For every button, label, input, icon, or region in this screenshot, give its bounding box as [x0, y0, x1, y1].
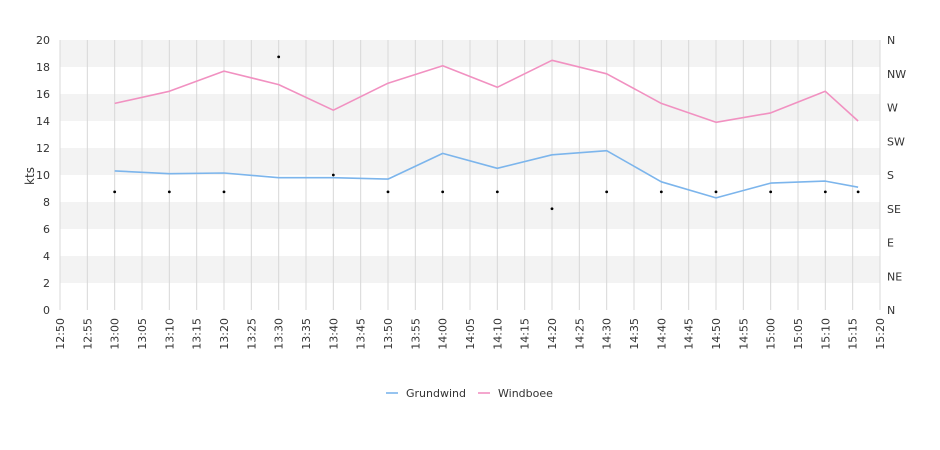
x-tick-label: 15:10	[819, 318, 832, 350]
direction-point	[550, 207, 554, 211]
direction-point	[113, 190, 117, 194]
x-tick-label: 14:05	[464, 318, 477, 350]
x-axis: 12:50 12:55 13:00 13:05 13:10 13:15 13:20 13:25…	[54, 318, 887, 350]
y-tick-label: 8	[43, 196, 50, 209]
direction-tick-label: NE	[887, 270, 902, 283]
direction-point	[277, 55, 281, 59]
x-tick-label: 14:40	[655, 318, 668, 350]
x-tick-label: 14:20	[546, 318, 559, 350]
direction-tick-label: SE	[887, 203, 901, 216]
x-tick-label: 13:50	[382, 318, 395, 350]
direction-point	[769, 190, 773, 194]
x-tick-label: 14:30	[601, 318, 614, 350]
direction-point	[605, 190, 609, 194]
y-tick-label: 10	[36, 169, 50, 182]
legend-label: Grundwind	[406, 387, 466, 400]
y-tick-label: 14	[36, 115, 50, 128]
direction-tick-label: N	[887, 304, 895, 317]
direction-tick-label: W	[887, 102, 898, 115]
direction-point	[386, 190, 390, 194]
y-tick-label: 18	[36, 61, 50, 74]
direction-point	[441, 190, 445, 194]
direction-point	[222, 190, 226, 194]
x-tick-label: 14:25	[573, 318, 586, 350]
x-tick-label: 13:15	[191, 318, 204, 350]
direction-tick-label: E	[887, 237, 894, 250]
y-tick-label: 6	[43, 223, 50, 236]
x-tick-label: 13:00	[109, 318, 122, 350]
direction-tick-label: NW	[887, 68, 906, 81]
x-tick-label: 15:20	[874, 318, 887, 350]
y-tick-label: 4	[43, 250, 50, 263]
x-tick-label: 13:40	[327, 318, 340, 350]
direction-point	[823, 190, 827, 194]
x-tick-label: 14:00	[437, 318, 450, 350]
vertical-gridlines	[59, 40, 881, 310]
x-tick-label: 13:20	[218, 318, 231, 350]
x-tick-label: 13:45	[355, 318, 368, 350]
series-lines	[114, 59, 859, 199]
direction-points	[113, 55, 860, 211]
x-tick-label: 13:35	[300, 318, 313, 350]
x-tick-label: 13:55	[409, 318, 422, 350]
x-tick-label: 14:50	[710, 318, 723, 350]
series-line-windboee	[114, 59, 859, 124]
direction-point	[714, 190, 718, 194]
x-tick-label: 14:15	[519, 318, 532, 350]
direction-tick-label: S	[887, 169, 894, 182]
x-tick-label: 15:05	[792, 318, 805, 350]
legend-label: Windboee	[498, 387, 553, 400]
x-tick-label: 13:10	[163, 318, 176, 350]
direction-point	[167, 190, 171, 194]
x-tick-label: 13:25	[245, 318, 258, 350]
x-tick-label: 13:30	[273, 318, 286, 350]
x-tick-label: 14:10	[491, 318, 504, 350]
direction-point	[495, 190, 499, 194]
y-axis-left: 0 2 4 6 8 10 12 14 16 18 20	[36, 34, 50, 317]
direction-point	[331, 173, 335, 177]
legend[interactable]: Grundwind Windboee	[386, 387, 553, 400]
x-tick-label: 12:55	[81, 318, 94, 350]
x-tick-label: 14:45	[683, 318, 696, 350]
x-tick-label: 14:35	[628, 318, 641, 350]
x-tick-label: 14:55	[737, 318, 750, 350]
direction-tick-label: SW	[887, 135, 905, 148]
x-tick-label: 15:00	[765, 318, 778, 350]
series-line-grundwind	[114, 149, 859, 199]
y-tick-label: 0	[43, 304, 50, 317]
y-tick-label: 12	[36, 142, 50, 155]
direction-point	[856, 190, 860, 194]
x-tick-label: 13:05	[136, 318, 149, 350]
y-tick-label: 2	[43, 277, 50, 290]
y-tick-label: 20	[36, 34, 50, 47]
direction-point	[659, 190, 663, 194]
y-axis-label: kts	[23, 167, 37, 185]
direction-tick-label: N	[887, 34, 895, 47]
y-axis-right: N NW W SW S SE E NE N	[887, 34, 906, 317]
x-tick-label: 15:15	[847, 318, 860, 350]
y-tick-label: 16	[36, 88, 50, 101]
x-tick-label: 12:50	[54, 318, 67, 350]
